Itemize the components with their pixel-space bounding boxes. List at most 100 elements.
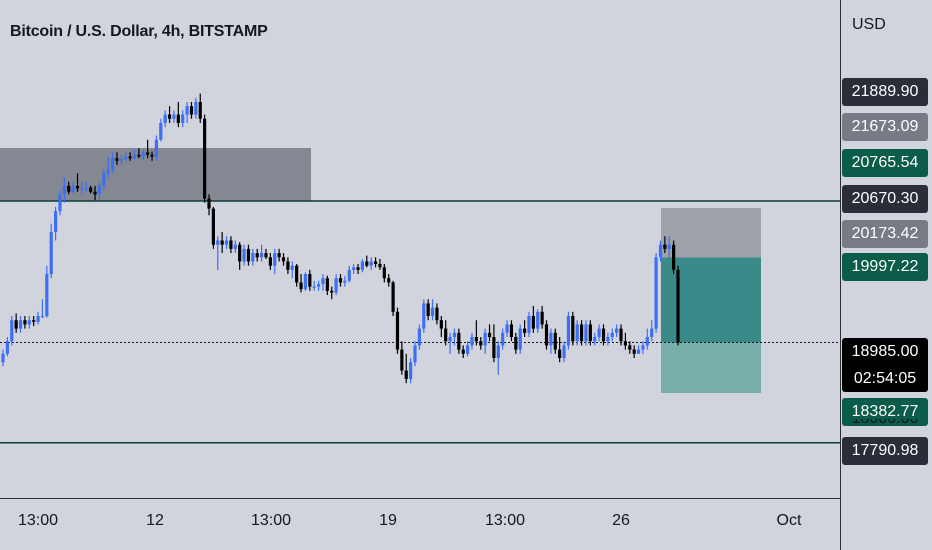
candle-body xyxy=(522,328,527,333)
candle-body xyxy=(650,328,654,338)
candle-body xyxy=(251,253,255,262)
candle-body xyxy=(110,158,115,170)
candle-body xyxy=(619,328,623,342)
candle-body xyxy=(194,101,198,115)
price-label-last: 18985.00 xyxy=(842,338,928,366)
candle-body xyxy=(444,328,448,342)
candle-body xyxy=(246,248,251,262)
candle-body xyxy=(479,341,483,346)
candle-body xyxy=(84,187,88,189)
candle-body xyxy=(229,240,233,249)
candle-body xyxy=(487,332,492,338)
candle-body xyxy=(163,114,167,123)
candle-body xyxy=(623,341,628,346)
candle-body xyxy=(53,211,58,233)
candle-body xyxy=(369,261,373,266)
candle-body xyxy=(536,311,540,329)
candle-body xyxy=(10,320,14,342)
candle-body xyxy=(260,253,264,258)
candle-body xyxy=(154,139,159,157)
candle-body xyxy=(119,159,123,161)
candle-body xyxy=(181,114,185,123)
candle-body xyxy=(457,332,461,350)
candle-body xyxy=(553,332,557,350)
candle-body xyxy=(303,274,308,290)
x-tick-label: 13:00 xyxy=(484,512,526,529)
x-tick-label: 13:00 xyxy=(250,512,292,529)
candle-body xyxy=(470,337,474,346)
candle-body xyxy=(584,324,588,342)
candle-body xyxy=(220,240,224,245)
candle-body xyxy=(75,185,80,189)
price-label-entry: 19997.22 xyxy=(842,253,928,281)
candle-body xyxy=(207,198,211,209)
candle-body xyxy=(321,278,325,285)
price-label-resistance: 20670.30 xyxy=(842,185,928,213)
candle-body xyxy=(558,349,562,358)
candle-body xyxy=(1,353,5,363)
position-open-pnl xyxy=(661,257,761,343)
candle-body xyxy=(356,267,360,270)
candle-body xyxy=(23,320,27,325)
candle-body xyxy=(492,337,496,358)
candle-body xyxy=(422,303,426,329)
candle-body xyxy=(474,337,478,342)
price-label-zone-top: 20765.54 xyxy=(842,149,928,177)
candle-body xyxy=(268,257,272,266)
candle-body xyxy=(224,240,229,245)
candle-body xyxy=(509,324,514,338)
price-label-support: 17790.98 xyxy=(842,437,928,465)
candle-body xyxy=(216,240,220,245)
candle-body xyxy=(654,257,658,329)
candle-body xyxy=(45,274,49,317)
candle-body xyxy=(496,345,500,358)
candle-body xyxy=(588,324,592,342)
candle-body xyxy=(562,345,566,358)
candle-body xyxy=(505,324,509,333)
candle-body xyxy=(264,253,268,258)
candle-body xyxy=(67,185,71,192)
candle-body xyxy=(49,232,53,275)
candle-body xyxy=(71,185,75,192)
candle-body xyxy=(32,320,36,322)
candle-body xyxy=(365,261,369,266)
candle-body xyxy=(255,253,259,258)
chart-plot-area[interactable] xyxy=(0,0,840,498)
candle-body xyxy=(544,324,549,346)
candle-body xyxy=(540,311,544,325)
candle-body xyxy=(185,106,189,115)
candle-body xyxy=(360,261,365,270)
candle-body xyxy=(672,244,676,270)
candle-body xyxy=(439,320,443,329)
candle-body xyxy=(137,154,141,157)
candlestick-chart[interactable] xyxy=(0,0,840,498)
candle-body xyxy=(80,188,84,190)
candle-body xyxy=(316,284,321,287)
candle-body xyxy=(146,152,150,155)
candle-body xyxy=(330,290,334,293)
candle-body xyxy=(128,156,132,159)
candle-body xyxy=(676,269,680,343)
candle-body xyxy=(466,345,470,354)
candle-body xyxy=(575,324,579,342)
candle-body xyxy=(430,307,435,317)
candle-body xyxy=(461,349,465,354)
candle-body xyxy=(601,328,606,342)
candle-body xyxy=(566,316,571,346)
candle-body xyxy=(404,370,408,379)
candle-body xyxy=(413,345,417,363)
candle-body xyxy=(277,253,281,258)
candle-body xyxy=(636,349,641,354)
candle-body xyxy=(176,114,180,123)
candle-body xyxy=(373,261,378,264)
candle-body xyxy=(97,185,102,195)
candle-body xyxy=(400,349,404,371)
candle-body xyxy=(312,286,316,288)
candle-body xyxy=(593,337,597,342)
time-axis[interactable] xyxy=(0,498,840,550)
candle-body xyxy=(159,122,163,140)
x-tick-label: 13:00 xyxy=(17,512,59,529)
candle-body xyxy=(667,244,671,249)
candle-body xyxy=(382,267,386,279)
candle-body xyxy=(299,282,303,290)
